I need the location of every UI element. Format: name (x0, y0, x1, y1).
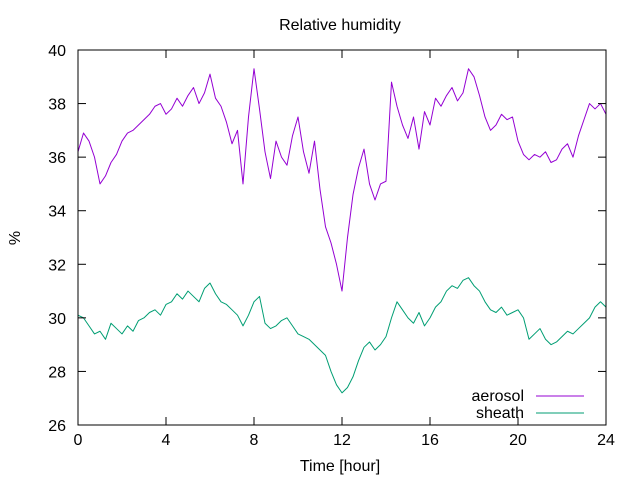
series-line-aerosol (77, 68, 607, 292)
y-tick-label: 28 (48, 364, 66, 381)
plot-series (77, 68, 607, 394)
y-tick-label: 40 (48, 43, 66, 60)
legend-label-aerosol: aerosol (472, 388, 524, 405)
x-tick-label: 12 (333, 432, 351, 449)
y-tick-label: 26 (48, 418, 66, 435)
y-tick-label: 34 (48, 204, 66, 221)
x-tick-label: 24 (597, 432, 615, 449)
x-tick-label: 8 (250, 432, 259, 449)
y-tick-label: 36 (48, 150, 66, 167)
x-axis-title: Time [hour] (300, 458, 380, 475)
series-line-sheath (77, 277, 607, 394)
y-axis: 26 28 30 32 34 36 38 40 (48, 43, 606, 435)
y-tick-label: 32 (48, 257, 66, 274)
x-tick-label: 0 (74, 432, 83, 449)
y-axis-title: % (7, 231, 24, 245)
chart-title: Relative humidity (279, 17, 401, 34)
y-tick-label: 38 (48, 97, 66, 114)
x-axis: 0 4 8 12 16 20 24 (74, 50, 615, 449)
x-tick-label: 4 (162, 432, 171, 449)
legend-label-sheath: sheath (476, 405, 524, 422)
x-tick-label: 20 (509, 432, 527, 449)
x-tick-label: 16 (421, 432, 439, 449)
y-tick-label: 30 (48, 311, 66, 328)
